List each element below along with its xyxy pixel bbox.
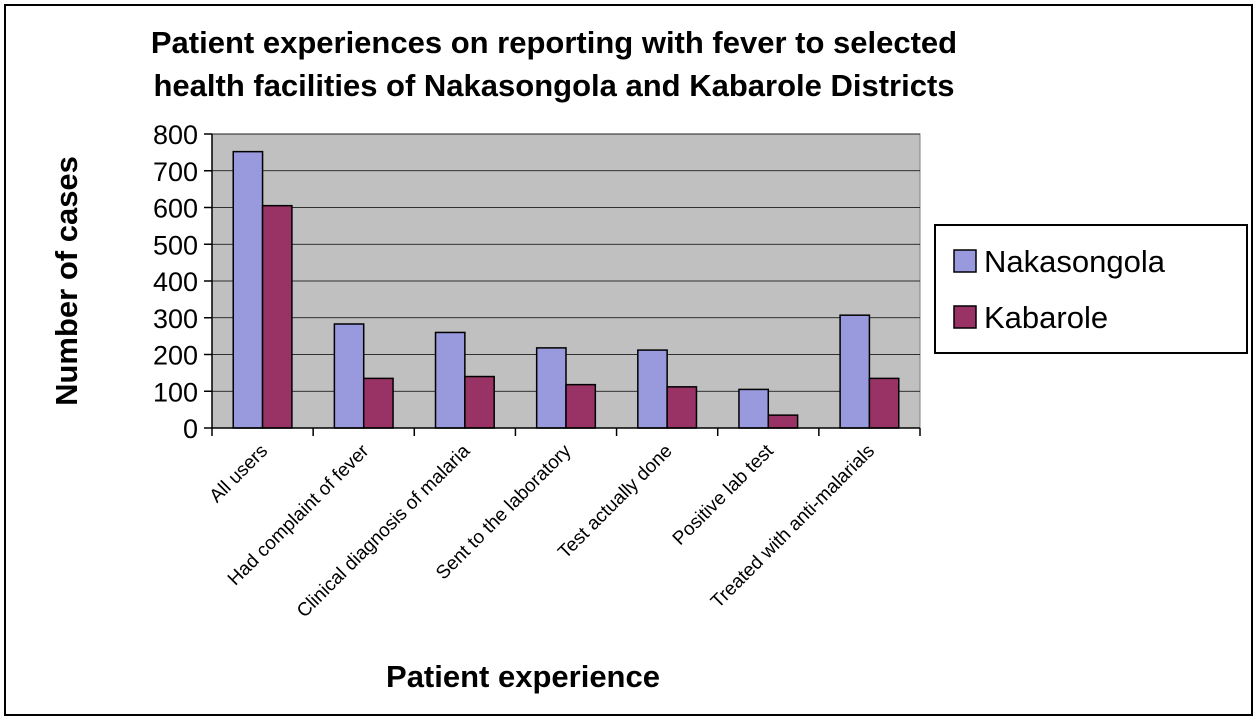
bar-kabarole-4	[565, 383, 597, 429]
y-tick-labels: 0 100 200 300 400 500 600 700 800	[153, 120, 198, 444]
bar-nakasongola-3	[434, 331, 466, 429]
axes	[204, 133, 921, 436]
category-label: Treated with anti-malarials	[707, 441, 879, 613]
category-label: Positive lab test	[669, 440, 778, 549]
category-label: All users	[206, 441, 272, 507]
gridlines	[212, 133, 920, 392]
category-label: Test actually done	[554, 441, 676, 563]
legend: Nakasongola Kabarole	[934, 224, 1248, 354]
y-axis-title: Number of cases	[49, 156, 84, 406]
legend-box	[934, 224, 1248, 354]
legend-label-kabarole: Kabarole	[984, 300, 1108, 335]
legend-swatch-kabarole	[953, 305, 977, 329]
y-tick-label: 600	[153, 194, 198, 224]
chart-title-line-2: health facilities of Nakasongola and Kab…	[153, 68, 954, 103]
bar-nakasongola-7	[839, 314, 871, 429]
bar-kabarole-6	[767, 414, 799, 429]
y-tick-label: 200	[153, 341, 198, 371]
chart-frame: Patient experiences on reporting with fe…	[4, 4, 1253, 716]
chart-title-line-1: Patient experiences on reporting with fe…	[151, 25, 957, 60]
bar-nakasongola-6	[738, 388, 770, 429]
bar-kabarole-5	[666, 386, 698, 429]
bar-kabarole-2	[362, 377, 394, 429]
bar-nakasongola-1	[232, 150, 264, 429]
bar-nakasongola-4	[535, 347, 567, 429]
legend-label-nakasongola: Nakasongola	[984, 244, 1166, 279]
bars	[232, 150, 900, 429]
y-tick-label: 800	[153, 120, 198, 150]
legend-swatch-nakasongola	[953, 249, 977, 273]
y-tick-label: 500	[153, 230, 198, 260]
bar-nakasongola-5	[637, 349, 668, 429]
x-axis-title: Patient experience	[386, 659, 660, 694]
y-tick-label: 700	[153, 157, 198, 187]
bar-kabarole-7	[868, 377, 900, 429]
y-tick-label: 0	[183, 414, 198, 444]
bar-nakasongola-2	[333, 323, 365, 429]
bar-kabarole-3	[464, 375, 495, 429]
bar-chart: Patient experiences on reporting with fe…	[49, 25, 1248, 694]
y-tick-label: 100	[153, 377, 198, 407]
y-tick-label: 300	[153, 304, 198, 334]
category-label: Clinical diagnosis of malaria	[293, 440, 475, 622]
bar-kabarole-1	[261, 204, 293, 429]
y-tick-label: 400	[153, 267, 198, 297]
